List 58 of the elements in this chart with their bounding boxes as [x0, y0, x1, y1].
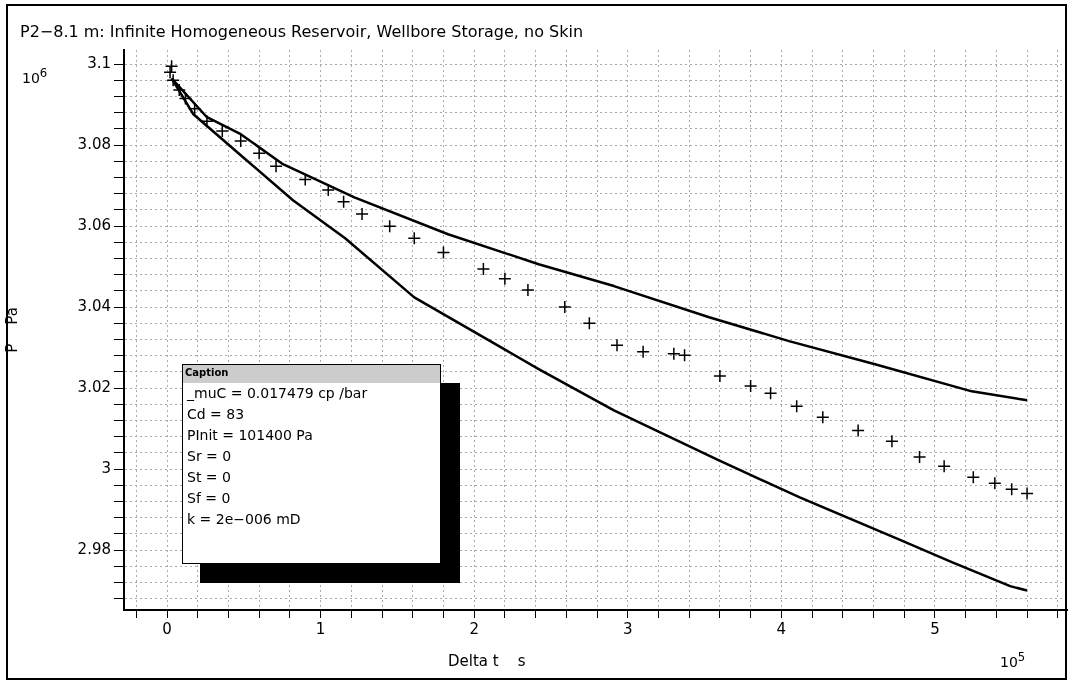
- point: [667, 346, 681, 361]
- annotation: k = 2e−006 mD: [186, 510, 302, 529]
- point: [1004, 482, 1019, 497]
- point: [763, 386, 778, 401]
- point: [558, 300, 572, 314]
- chart-title: P2−8.1 m: Infinite Homogeneous Reservoir, Wellbore Storage, no Skin: [20, 22, 584, 41]
- x-tick-label: 1: [315, 619, 326, 638]
- point: [789, 399, 804, 414]
- point: [966, 470, 981, 484]
- annotation: Sf = 0: [186, 489, 232, 508]
- point: [610, 338, 624, 352]
- point: [233, 134, 248, 148]
- y-tick-label: 3: [101, 458, 111, 477]
- point: [407, 231, 422, 246]
- annotation: PInit = 101400 Pa: [186, 426, 314, 445]
- x-tick-label: 3: [622, 619, 633, 638]
- x-tick-label: 5: [930, 619, 940, 638]
- point: [1020, 486, 1034, 501]
- point: [166, 73, 180, 88]
- point: [713, 369, 727, 383]
- y-tick-label: 3.02: [77, 378, 111, 396]
- text: 10$^{5}$: [1000, 650, 1026, 670]
- annotation: Sr = 0: [186, 447, 233, 466]
- text: 10$^{6}$: [22, 66, 48, 86]
- annotation: St = 0: [186, 468, 232, 487]
- point: [912, 450, 927, 464]
- point: [355, 207, 369, 221]
- point: [382, 219, 397, 233]
- point: [885, 434, 899, 448]
- point: [269, 159, 283, 173]
- y-tick-label: 2.98: [77, 539, 111, 558]
- y-tick-label: 3.08: [77, 135, 111, 154]
- annotation: _muC = 0.017479 cp /bar: [186, 384, 369, 403]
- point: [336, 195, 351, 209]
- x-tick-label: 2: [469, 619, 479, 638]
- annotation: Caption: [183, 365, 440, 383]
- x-axis-title: Delta t s: [448, 652, 526, 670]
- y-tick-label: 3.04: [77, 297, 111, 316]
- point: [743, 379, 758, 393]
- y-tick-label: 3.06: [77, 216, 111, 235]
- x-tick-label: 0: [162, 619, 172, 638]
- y-tick-label: 3.1: [87, 54, 111, 73]
- point: [215, 124, 230, 138]
- point: [582, 316, 597, 331]
- x-tick-label: 4: [776, 619, 787, 638]
- point: [498, 272, 512, 286]
- point: [636, 344, 650, 359]
- point: [677, 348, 692, 363]
- point: [164, 59, 179, 73]
- point: [988, 476, 1002, 491]
- point: [816, 410, 830, 425]
- point: [937, 459, 951, 474]
- point: [436, 245, 451, 260]
- point: [252, 146, 266, 160]
- point: [521, 283, 535, 297]
- point: [851, 423, 865, 438]
- point: [476, 262, 491, 276]
- annotation: Cd = 83: [186, 405, 246, 424]
